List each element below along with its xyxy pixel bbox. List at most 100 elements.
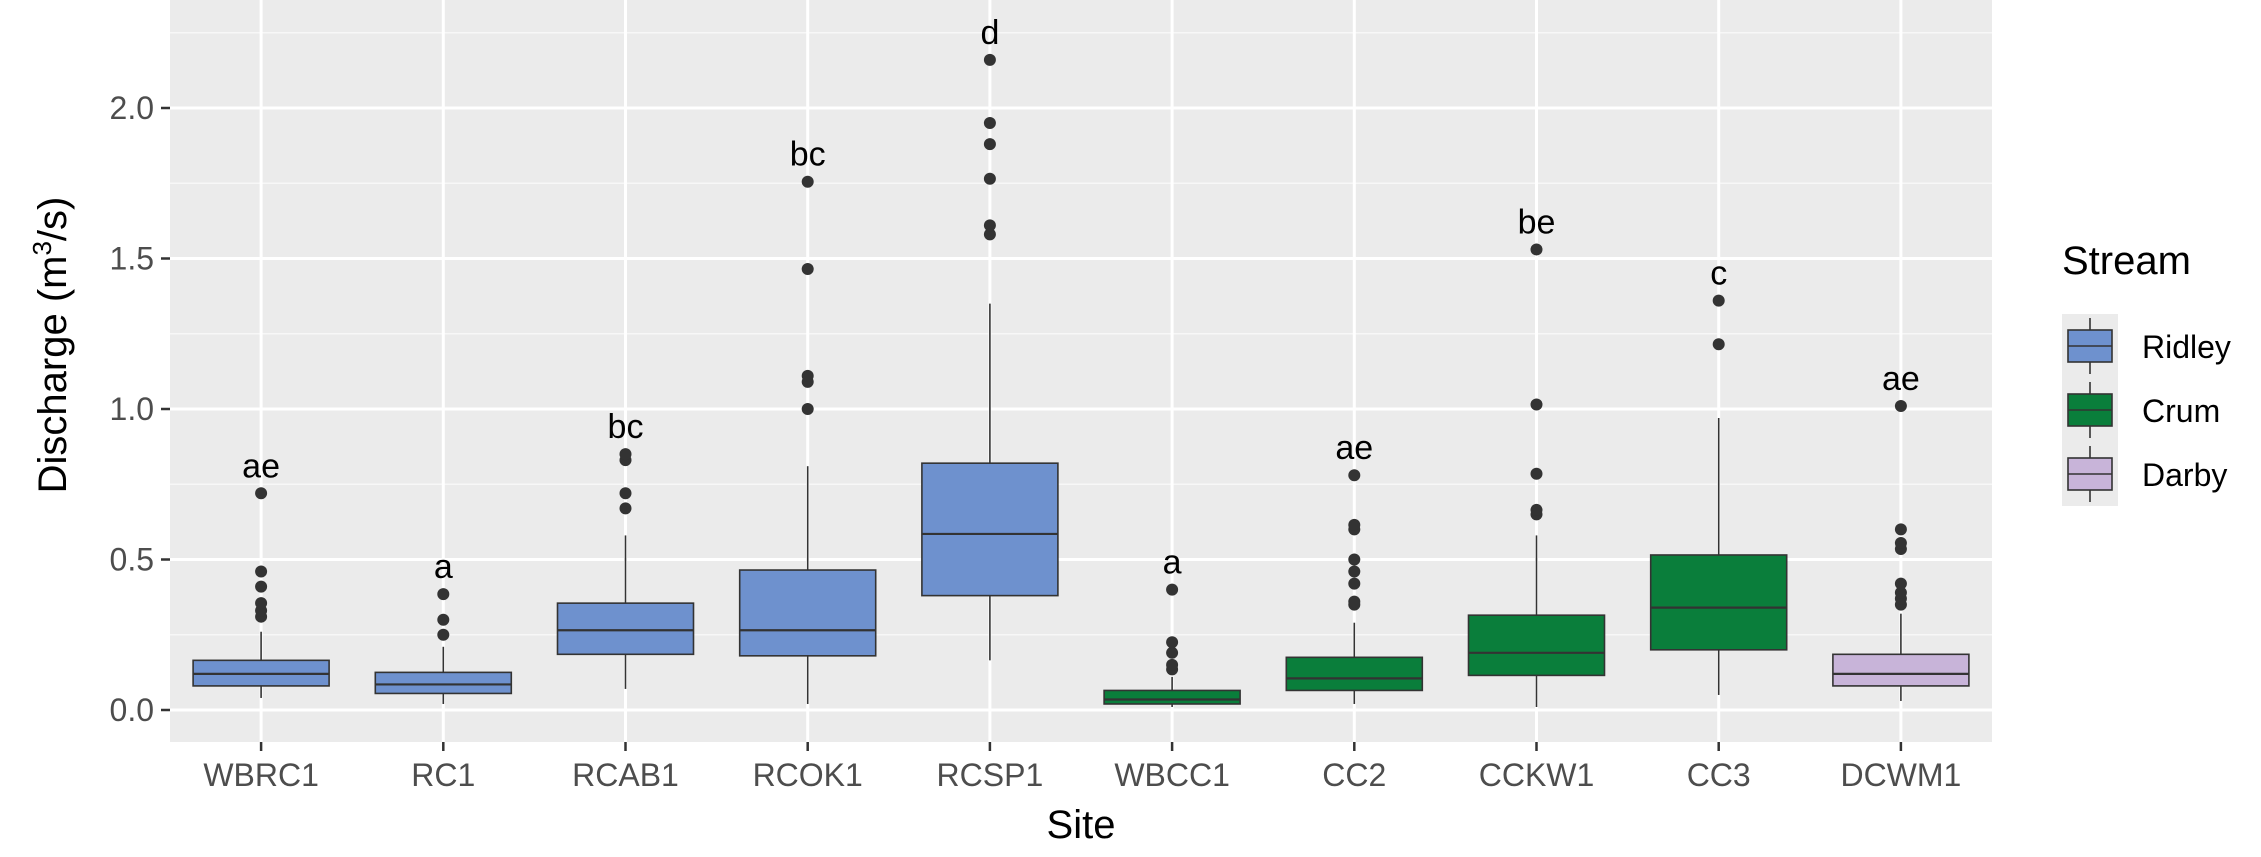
- legend-title: Stream: [2062, 239, 2191, 283]
- y-tick-label: 0.5: [110, 542, 154, 578]
- outlier-point: [983, 117, 996, 130]
- y-tick-label: 1.5: [110, 241, 154, 277]
- outlier-point: [1530, 243, 1543, 256]
- outlier-point: [1894, 586, 1907, 599]
- legend-label: Crum: [2142, 393, 2220, 429]
- x-tick-label: RCSP1: [937, 757, 1044, 793]
- outlier-point: [1348, 518, 1361, 531]
- box-iqr: [1649, 554, 1788, 651]
- y-axis: 0.0 0.5 1.0 1.5 2.0: [110, 90, 170, 728]
- box-iqr: [556, 602, 695, 656]
- outlier-point: [1166, 658, 1179, 671]
- legend-item-ridley: Ridley: [2062, 314, 2231, 378]
- outlier-point: [1712, 294, 1725, 307]
- y-axis-title: Discharge (m3/s): [27, 197, 75, 494]
- outlier-point: [983, 219, 996, 232]
- outlier-point: [983, 53, 996, 66]
- y-axis-title-main: Discharge (m: [31, 256, 75, 494]
- outlier-point: [1348, 469, 1361, 482]
- outlier-point: [1530, 503, 1543, 516]
- outlier-point: [1894, 577, 1907, 590]
- x-tick-label: WBRC1: [203, 757, 319, 793]
- outlier-point: [1348, 595, 1361, 608]
- outlier-point: [801, 403, 814, 415]
- group-letter: ae: [1335, 429, 1373, 467]
- group-letter: be: [1518, 203, 1556, 241]
- box-wbcc1: a: [1103, 544, 1241, 707]
- y-tick-label: 2.0: [110, 90, 154, 126]
- legend-item-darby: Darby: [2062, 442, 2227, 506]
- outlier-point: [801, 175, 814, 188]
- group-letter: ae: [242, 447, 280, 485]
- x-tick-label: DCWM1: [1840, 757, 1961, 793]
- group-letter: d: [980, 14, 999, 52]
- box-cc2: ae: [1285, 429, 1424, 704]
- box-iqr: [1832, 653, 1970, 687]
- outlier-point: [619, 502, 632, 515]
- outlier-point: [1894, 523, 1907, 536]
- outlier-point: [255, 597, 268, 610]
- outlier-point: [619, 448, 632, 461]
- x-tick-label: CC2: [1322, 757, 1386, 793]
- outlier-point: [1166, 636, 1179, 649]
- outlier-point: [1712, 338, 1725, 351]
- outlier-point: [1166, 583, 1179, 596]
- outlier-point: [801, 369, 814, 382]
- box-iqr: [921, 462, 1059, 597]
- x-tick-label: CCKW1: [1479, 757, 1595, 793]
- box-iqr: [374, 671, 513, 695]
- outlier-point: [983, 228, 996, 241]
- group-letter: bc: [790, 136, 826, 174]
- legend-label: Ridley: [2142, 329, 2231, 365]
- outlier-point: [1348, 577, 1361, 590]
- box-wbrc1: ae: [192, 447, 330, 698]
- x-tick-label: WBCC1: [1114, 757, 1230, 793]
- outlier-point: [801, 263, 814, 276]
- outlier-point: [1894, 536, 1907, 549]
- box-cc3: c: [1649, 255, 1788, 695]
- outlier-point: [437, 588, 450, 601]
- outlier-point: [255, 580, 268, 593]
- box-rc1: a: [374, 548, 513, 704]
- boxes: ae a bc bc d a ae be c ae: [192, 14, 1970, 707]
- box-iqr: [1285, 656, 1424, 692]
- box-iqr: [738, 569, 877, 657]
- outlier-point: [619, 487, 632, 500]
- box-iqr: [1467, 614, 1606, 677]
- box-cckw1: be: [1467, 203, 1606, 707]
- x-tick-label: RC1: [411, 757, 475, 793]
- outlier-point: [983, 138, 996, 151]
- outlier-point: [1530, 467, 1543, 480]
- y-tick-label: 0.0: [110, 692, 154, 728]
- outlier-point: [255, 565, 268, 578]
- x-axis: WBRC1 RC1 RCAB1 RCOK1 RCSP1 WBCC1 CC2 CCKW1 CC3 D…: [203, 742, 1961, 793]
- x-tick-label: RCOK1: [753, 757, 863, 793]
- outlier-point: [437, 628, 450, 641]
- x-tick-label: CC3: [1687, 757, 1751, 793]
- group-letter: ae: [1882, 360, 1920, 398]
- outlier-point: [983, 172, 996, 185]
- box-dcwm1: ae: [1832, 360, 1970, 701]
- group-letter: c: [1710, 255, 1727, 293]
- y-tick-label: 1.0: [110, 391, 154, 427]
- legend-items: Ridley Crum Darby: [2062, 314, 2231, 506]
- outlier-point: [1348, 565, 1361, 578]
- outlier-point: [1530, 398, 1543, 411]
- y-axis-title-end: /s): [31, 197, 75, 241]
- outlier-point: [1894, 399, 1907, 412]
- legend-label: Darby: [2142, 457, 2227, 493]
- box-rcab1: bc: [556, 408, 695, 689]
- x-axis-title: Site: [1047, 803, 1116, 847]
- outlier-point: [1348, 553, 1361, 566]
- box-rcok1: bc: [738, 136, 877, 704]
- outlier-point: [255, 487, 268, 500]
- x-tick-label: RCAB1: [572, 757, 679, 793]
- group-letter: a: [434, 548, 453, 586]
- box-rcsp1: d: [921, 14, 1059, 661]
- legend-item-crum: Crum: [2062, 378, 2220, 442]
- outlier-point: [437, 613, 450, 626]
- outlier-point: [1166, 646, 1179, 659]
- legend: Stream Ridley Crum Darby: [2062, 239, 2231, 506]
- group-letter: a: [1163, 544, 1182, 582]
